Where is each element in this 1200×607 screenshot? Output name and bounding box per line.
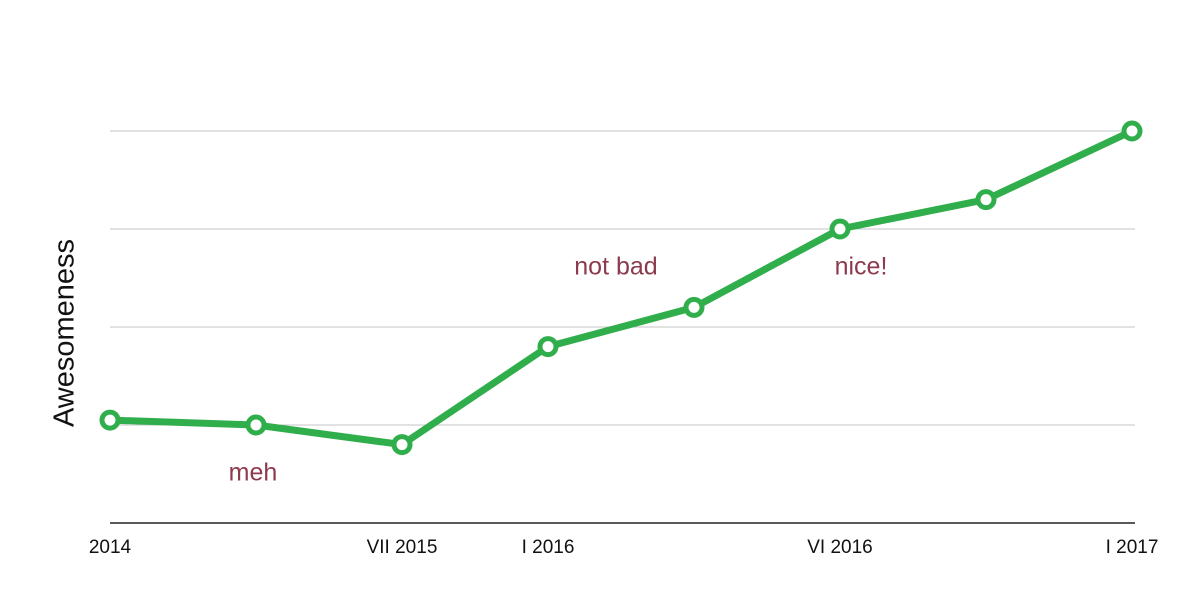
data-point	[391, 434, 413, 456]
x-tick-label: I 2016	[522, 537, 575, 558]
data-point	[245, 414, 267, 436]
annotation: meh	[229, 459, 278, 487]
data-point	[975, 189, 997, 211]
data-point	[99, 409, 121, 431]
annotation: nice!	[835, 253, 888, 281]
annotation: not bad	[574, 253, 657, 281]
data-point	[537, 336, 559, 358]
data-point	[1121, 120, 1143, 142]
x-tick-label: I 2017	[1106, 537, 1159, 558]
y-axis-label: Awesomeness	[49, 239, 81, 427]
data-point	[683, 296, 705, 318]
data-point	[829, 218, 851, 240]
data-line	[109, 127, 1134, 449]
x-tick-label: 2014	[89, 537, 132, 558]
x-tick-label: VI 2016	[807, 537, 873, 558]
x-tick-label: VII 2015	[367, 537, 438, 558]
